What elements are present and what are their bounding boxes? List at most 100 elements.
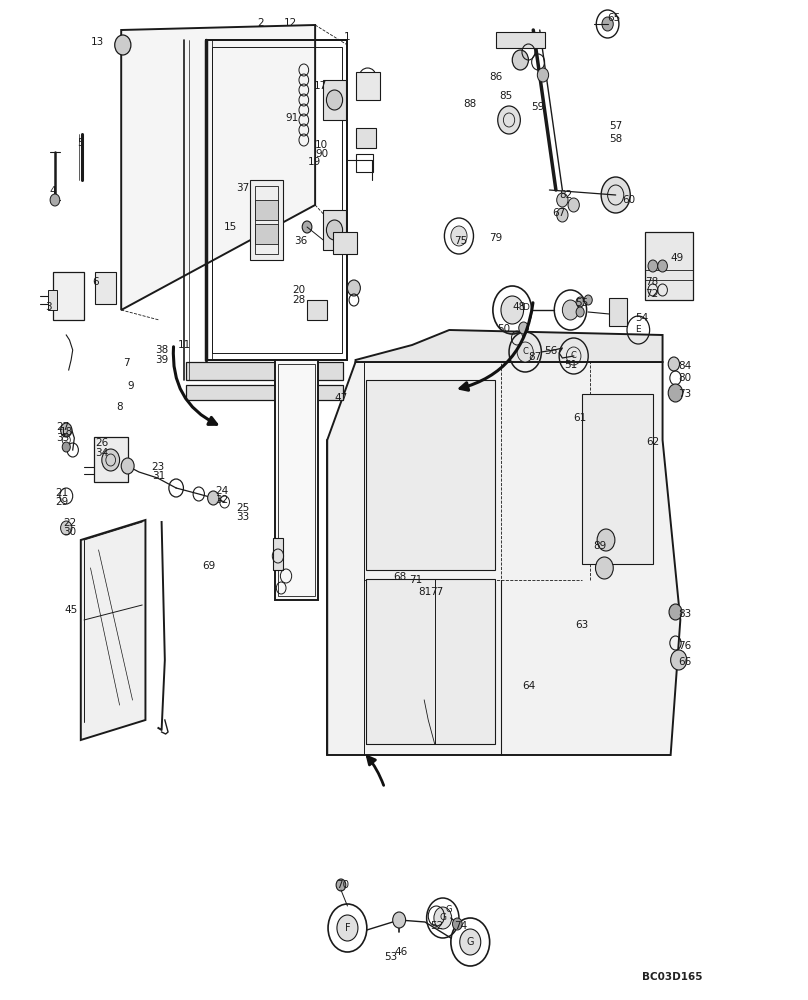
Text: 46: 46 bbox=[394, 947, 407, 957]
Text: 34: 34 bbox=[95, 448, 108, 458]
Bar bbox=[273, 538, 283, 570]
Circle shape bbox=[61, 521, 72, 535]
Circle shape bbox=[337, 915, 358, 941]
Text: 20: 20 bbox=[292, 285, 305, 295]
Text: 82: 82 bbox=[559, 190, 572, 200]
Text: 29: 29 bbox=[55, 497, 68, 507]
Text: 33: 33 bbox=[236, 512, 249, 522]
Text: 51: 51 bbox=[564, 360, 577, 370]
Text: 90: 90 bbox=[315, 149, 328, 159]
Text: 75: 75 bbox=[454, 236, 467, 246]
Text: 56: 56 bbox=[545, 346, 558, 356]
Text: 21: 21 bbox=[55, 488, 68, 498]
Bar bbox=[366, 380, 495, 570]
Circle shape bbox=[451, 226, 467, 246]
Circle shape bbox=[512, 50, 528, 70]
Text: 9: 9 bbox=[128, 381, 134, 391]
Text: 3: 3 bbox=[45, 302, 52, 312]
Text: G: G bbox=[440, 914, 446, 922]
Text: 2: 2 bbox=[257, 18, 263, 28]
Text: 38: 38 bbox=[155, 345, 168, 355]
Bar bbox=[609, 298, 627, 326]
Text: 23: 23 bbox=[152, 462, 165, 472]
Text: 18: 18 bbox=[60, 427, 73, 437]
Bar bbox=[278, 364, 315, 596]
Text: 35: 35 bbox=[57, 433, 69, 443]
Text: 1: 1 bbox=[344, 32, 351, 42]
Text: 28: 28 bbox=[292, 295, 305, 305]
Text: 69: 69 bbox=[202, 561, 215, 571]
Text: 87: 87 bbox=[528, 352, 541, 362]
Circle shape bbox=[302, 221, 312, 233]
Bar bbox=[366, 579, 495, 744]
Text: F: F bbox=[345, 923, 350, 933]
Text: 47: 47 bbox=[335, 393, 347, 403]
Circle shape bbox=[576, 307, 584, 317]
Text: G: G bbox=[466, 937, 474, 947]
Text: 85: 85 bbox=[499, 91, 512, 101]
Text: 60: 60 bbox=[622, 195, 635, 205]
Text: 39: 39 bbox=[155, 355, 168, 365]
Bar bbox=[206, 40, 347, 360]
Text: 49: 49 bbox=[671, 253, 684, 263]
Text: 62: 62 bbox=[646, 437, 659, 447]
Text: 66: 66 bbox=[679, 657, 692, 667]
Bar bbox=[356, 72, 380, 100]
Circle shape bbox=[501, 296, 524, 324]
Circle shape bbox=[517, 342, 533, 362]
Circle shape bbox=[557, 193, 568, 207]
Text: 24: 24 bbox=[215, 486, 228, 496]
Circle shape bbox=[61, 423, 72, 437]
Bar bbox=[582, 394, 653, 564]
Circle shape bbox=[576, 297, 584, 307]
Text: 64: 64 bbox=[522, 681, 535, 691]
Bar bbox=[95, 272, 116, 304]
Circle shape bbox=[115, 35, 131, 55]
Bar bbox=[275, 360, 318, 600]
Circle shape bbox=[347, 280, 360, 296]
Text: 5: 5 bbox=[78, 138, 84, 148]
Circle shape bbox=[50, 194, 60, 206]
Text: 45: 45 bbox=[65, 605, 78, 615]
Circle shape bbox=[208, 491, 219, 505]
Text: 70: 70 bbox=[336, 880, 349, 890]
Circle shape bbox=[452, 918, 462, 930]
Text: 54: 54 bbox=[635, 313, 648, 323]
Text: 58: 58 bbox=[609, 134, 622, 144]
Circle shape bbox=[602, 17, 613, 31]
Circle shape bbox=[668, 384, 683, 402]
Polygon shape bbox=[121, 25, 315, 310]
Text: 31: 31 bbox=[152, 471, 165, 481]
Bar bbox=[53, 272, 84, 320]
Text: D: D bbox=[522, 304, 528, 312]
Text: 6: 6 bbox=[92, 277, 99, 287]
Circle shape bbox=[668, 357, 680, 371]
Text: 78: 78 bbox=[645, 277, 658, 287]
Text: 50: 50 bbox=[497, 324, 510, 334]
Bar bbox=[250, 180, 283, 260]
Text: 48: 48 bbox=[512, 302, 525, 312]
Text: 15: 15 bbox=[224, 222, 237, 232]
Text: 52: 52 bbox=[430, 921, 443, 931]
Text: 53: 53 bbox=[385, 952, 398, 962]
Text: 65: 65 bbox=[608, 13, 621, 23]
Circle shape bbox=[601, 177, 630, 213]
Circle shape bbox=[434, 907, 452, 929]
Text: 59: 59 bbox=[532, 102, 545, 112]
Text: 72: 72 bbox=[645, 289, 658, 299]
Text: 67: 67 bbox=[553, 208, 566, 218]
Bar bbox=[323, 80, 346, 120]
Text: 55: 55 bbox=[575, 298, 588, 308]
Circle shape bbox=[658, 260, 667, 272]
Text: 4: 4 bbox=[49, 186, 56, 196]
Circle shape bbox=[460, 929, 481, 955]
Text: 79: 79 bbox=[490, 233, 503, 243]
Text: 32: 32 bbox=[215, 495, 228, 505]
Text: 37: 37 bbox=[236, 183, 249, 193]
Text: 77: 77 bbox=[430, 587, 443, 597]
Circle shape bbox=[557, 208, 568, 222]
Text: 74: 74 bbox=[454, 921, 467, 931]
Text: 57: 57 bbox=[609, 121, 622, 131]
Circle shape bbox=[393, 912, 406, 928]
Circle shape bbox=[669, 604, 682, 620]
